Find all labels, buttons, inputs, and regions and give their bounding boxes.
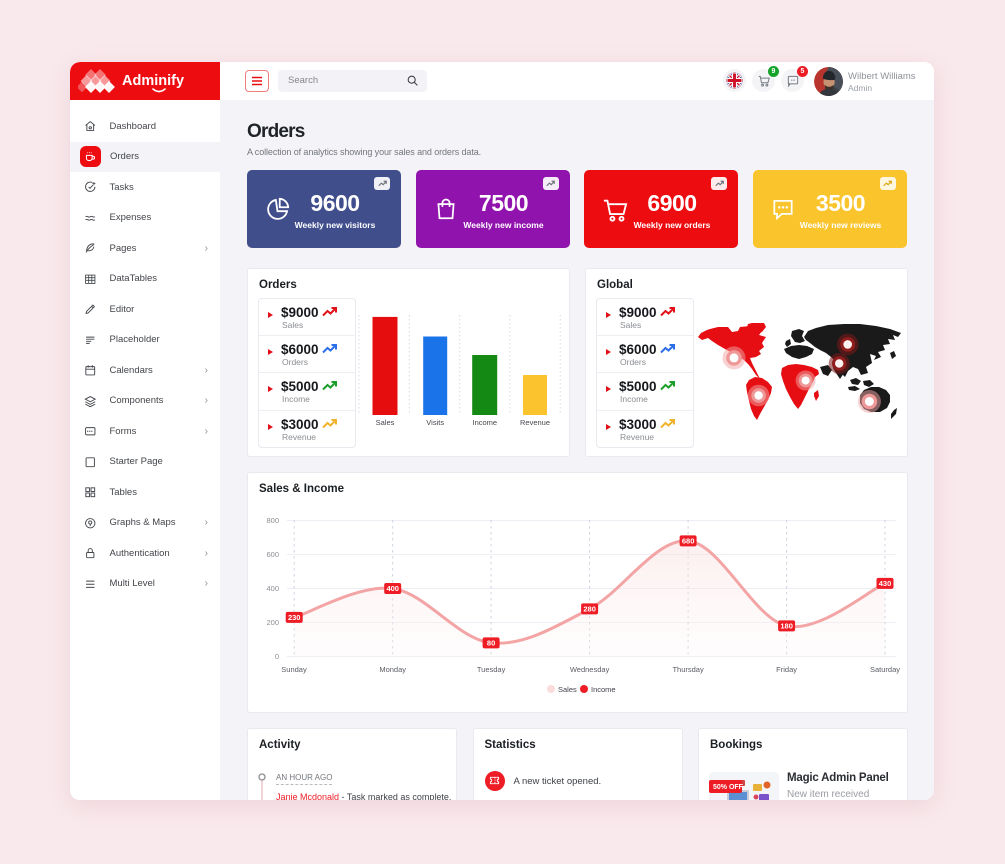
svg-text:Revenue: Revenue <box>520 418 550 427</box>
svg-text:180: 180 <box>780 621 793 630</box>
svg-text:Income: Income <box>591 685 616 694</box>
svg-text:400: 400 <box>266 584 279 593</box>
svg-text:Monday: Monday <box>379 665 406 674</box>
svg-text:50% OFF: 50% OFF <box>713 784 744 791</box>
svg-text:Saturday: Saturday <box>870 665 900 674</box>
svg-text:430: 430 <box>879 579 892 588</box>
svg-text:280: 280 <box>583 604 596 613</box>
svg-text:200: 200 <box>266 618 279 627</box>
svg-text:800: 800 <box>266 516 279 525</box>
svg-text:Sales: Sales <box>376 418 395 427</box>
svg-text:Income: Income <box>472 418 497 427</box>
svg-text:Wednesday: Wednesday <box>570 665 610 674</box>
svg-text:Thursday: Thursday <box>672 665 704 674</box>
svg-text:0: 0 <box>275 652 279 661</box>
svg-text:400: 400 <box>386 584 399 593</box>
svg-text:230: 230 <box>288 613 301 622</box>
svg-text:Friday: Friday <box>776 665 797 674</box>
svg-text:Sales: Sales <box>558 685 577 694</box>
svg-text:680: 680 <box>682 536 695 545</box>
svg-text:600: 600 <box>266 550 279 559</box>
svg-text:Sunday: Sunday <box>281 665 307 674</box>
svg-text:Visits: Visits <box>426 418 444 427</box>
svg-text:Tuesday: Tuesday <box>477 665 506 674</box>
svg-text:80: 80 <box>487 638 495 647</box>
